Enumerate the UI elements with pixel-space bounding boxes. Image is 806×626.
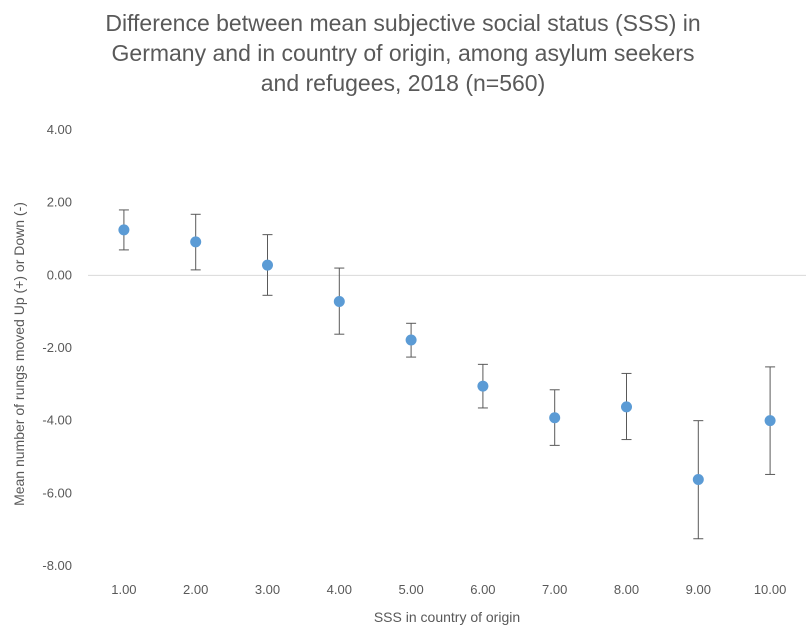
x-tick-label: 5.00 (398, 582, 423, 597)
data-point (333, 295, 345, 307)
y-axis-ticks: 4.00 2.00 0.00 -2.00 -4.00 -6.00 -8.00 (42, 122, 72, 573)
x-tick-label: 3.00 (255, 582, 280, 597)
data-point (692, 474, 704, 486)
x-tick-label: 2.00 (183, 582, 208, 597)
y-tick-label: -2.00 (42, 340, 72, 355)
chart-title-line-1: Difference between mean subjective socia… (105, 10, 701, 36)
data-point (262, 259, 273, 271)
chart-title-line-2: Germany and in country of origin, among … (111, 40, 695, 66)
data-point (405, 334, 417, 346)
y-tick-label: -4.00 (42, 413, 72, 428)
data-point (621, 401, 632, 413)
data-point (190, 236, 202, 248)
x-tick-label: 7.00 (542, 582, 567, 597)
x-tick-label: 6.00 (470, 582, 495, 597)
data-point (118, 224, 130, 236)
x-tick-label: 10.00 (754, 582, 787, 597)
data-points (118, 224, 776, 486)
y-tick-label: -8.00 (42, 558, 72, 573)
x-tick-label: 8.00 (614, 582, 639, 597)
data-point (764, 415, 776, 427)
chart-title-line-3: and refugees, 2018 (n=560) (260, 70, 546, 96)
y-tick-label: 4.00 (47, 122, 72, 137)
y-tick-label: 0.00 (47, 267, 72, 282)
chart-title: Difference between mean subjective socia… (0, 8, 806, 98)
x-tick-label: 1.00 (111, 582, 136, 597)
x-axis-ticks: 1.00 2.00 3.00 4.00 5.00 6.00 7.00 8.00 9.00 10.0… (111, 582, 786, 597)
y-axis-title: Mean number of rungs moved Up (+) or Dow… (11, 202, 27, 506)
x-axis-title: SSS in country of origin (374, 609, 520, 625)
y-tick-label: 2.00 (47, 195, 72, 210)
data-point (549, 412, 561, 424)
data-point (477, 380, 489, 392)
x-tick-label: 9.00 (686, 582, 711, 597)
y-tick-label: -6.00 (42, 485, 72, 500)
x-tick-label: 4.00 (327, 582, 352, 597)
error-bars (118, 209, 776, 540)
